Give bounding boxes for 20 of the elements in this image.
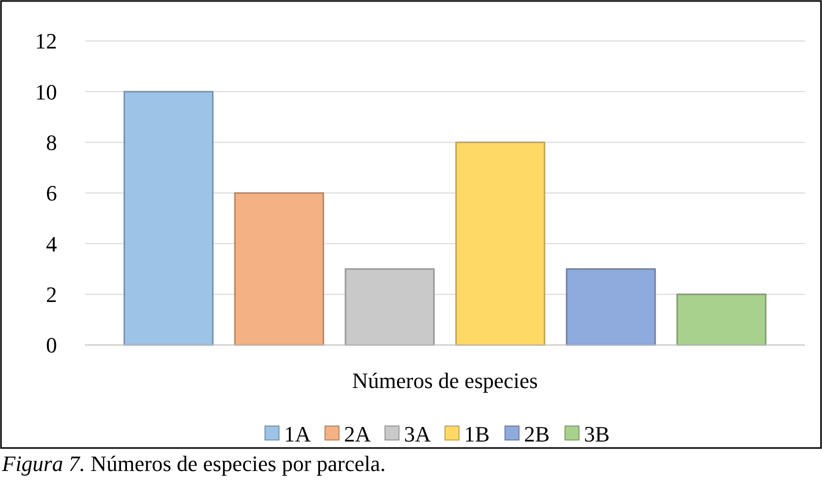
- y-tick-label: 10: [35, 79, 57, 104]
- bar: [124, 90, 214, 346]
- y-tick-label: 4: [46, 231, 57, 256]
- legend-label: 2A: [344, 422, 371, 447]
- y-tick-label: 6: [46, 180, 57, 206]
- y-tick-label: 8: [46, 130, 57, 156]
- legend-label: 3A: [404, 422, 431, 447]
- legend-label: 1B: [464, 422, 490, 447]
- legend-label: 1A: [284, 422, 311, 447]
- bar: [455, 142, 546, 346]
- text: Figura 7. Números de especies por parcela.: [1, 451, 386, 476]
- y-tick-label: 12: [35, 28, 57, 54]
- bar: [234, 192, 324, 346]
- bar: [566, 268, 656, 346]
- x-tick-label: Números de especies: [352, 368, 538, 393]
- y-tick-label: 2: [46, 282, 57, 308]
- legend-label: 3B: [584, 422, 610, 447]
- y-tick-label: 0: [46, 332, 57, 358]
- legend-label: 2B: [524, 422, 550, 447]
- bar: [676, 294, 766, 346]
